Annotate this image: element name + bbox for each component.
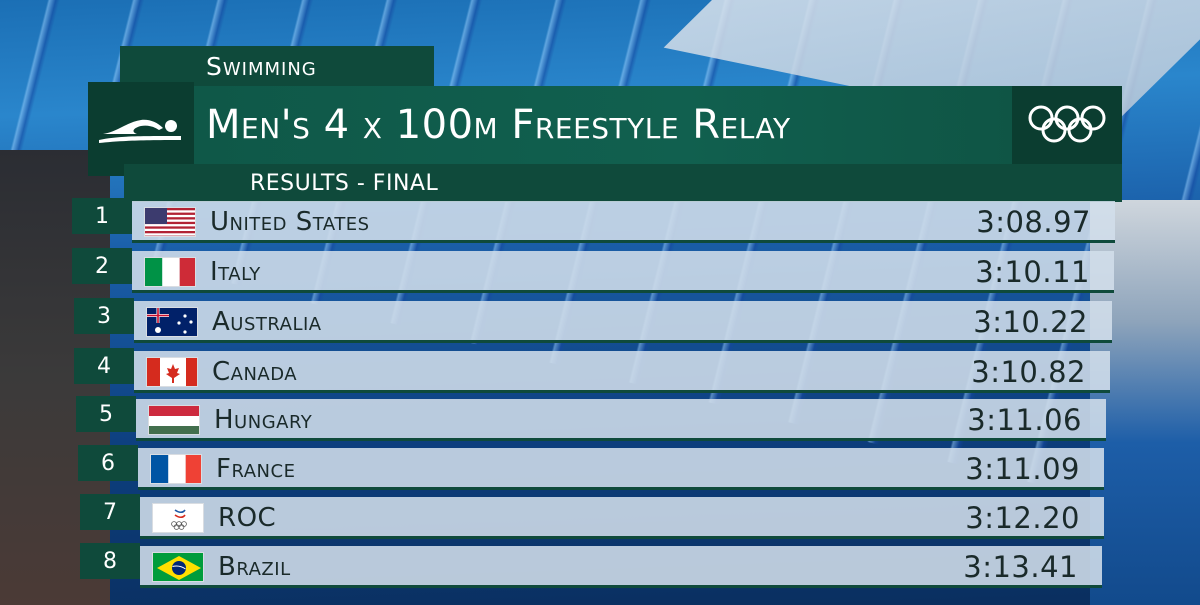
result-bar: Italy 3:10.11 [132,251,1114,293]
result-bar: ROC 3:12.20 [140,497,1104,539]
roc-emblem-icon [153,504,203,532]
finish-time: 3:10.82 [971,355,1086,389]
olympic-rings-icon [1028,105,1106,143]
finish-time: 3:10.22 [973,305,1088,339]
usa-flag-icon [145,208,195,236]
france-flag-icon [151,455,201,483]
results-phase-bar: RESULTS - FINAL [124,164,1122,202]
rank-badge: 5 [76,396,136,432]
brazil-flag-icon [153,553,203,581]
result-bar: Brazil 3:13.41 [140,546,1102,588]
rank-badge: 1 [72,198,132,234]
canada-flag [146,357,198,387]
italy-flag-icon [145,258,195,286]
australia-flag-icon [147,308,197,336]
country-name: Canada [212,357,298,387]
canada-flag-icon [147,358,197,386]
finish-time: 3:13.41 [963,550,1078,584]
result-bar: Hungary 3:11.06 [136,399,1106,441]
swimmer-icon [99,119,181,143]
finish-time: 3:12.20 [965,501,1080,535]
usa-flag [144,207,196,237]
country-name: Hungary [214,405,313,435]
event-title: Men's 4 x 100m Freestyle Relay [206,102,791,148]
finish-time: 3:11.06 [967,403,1082,437]
hungary-flag [148,405,200,435]
sport-icon-box [88,82,194,176]
result-bar: France 3:11.09 [138,448,1104,490]
rank-badge: 7 [80,494,140,530]
result-bar: Canada 3:10.82 [134,351,1110,393]
results-phase-label: RESULTS - FINAL [250,170,439,196]
sport-label-tab: Swimming [120,46,434,86]
hungary-flag-icon [149,406,199,434]
country-name: Brazil [218,552,291,582]
australia-flag [146,307,198,337]
brazil-flag [152,552,204,582]
france-flag [150,454,202,484]
event-title-bar: Men's 4 x 100m Freestyle Relay [194,86,1012,164]
finish-time: 3:11.09 [965,452,1080,486]
country-name: United States [210,207,370,237]
result-bar: Australia 3:10.22 [134,301,1112,343]
country-name: France [216,454,296,484]
roc-flag [152,503,204,533]
olympic-rings-box [1012,86,1122,164]
country-name: Australia [212,307,322,337]
sport-label: Swimming [206,51,317,81]
finish-time: 3:08.97 [976,205,1091,239]
country-name: ROC [218,503,277,533]
rank-badge: 8 [80,543,140,579]
finish-time: 3:10.11 [975,255,1090,289]
country-name: Italy [210,257,261,287]
rank-badge: 3 [74,298,134,334]
rank-badge: 4 [74,348,134,384]
result-bar: United States 3:08.97 [132,201,1115,243]
rank-badge: 6 [78,445,138,481]
italy-flag [144,257,196,287]
rank-badge: 2 [72,248,132,284]
